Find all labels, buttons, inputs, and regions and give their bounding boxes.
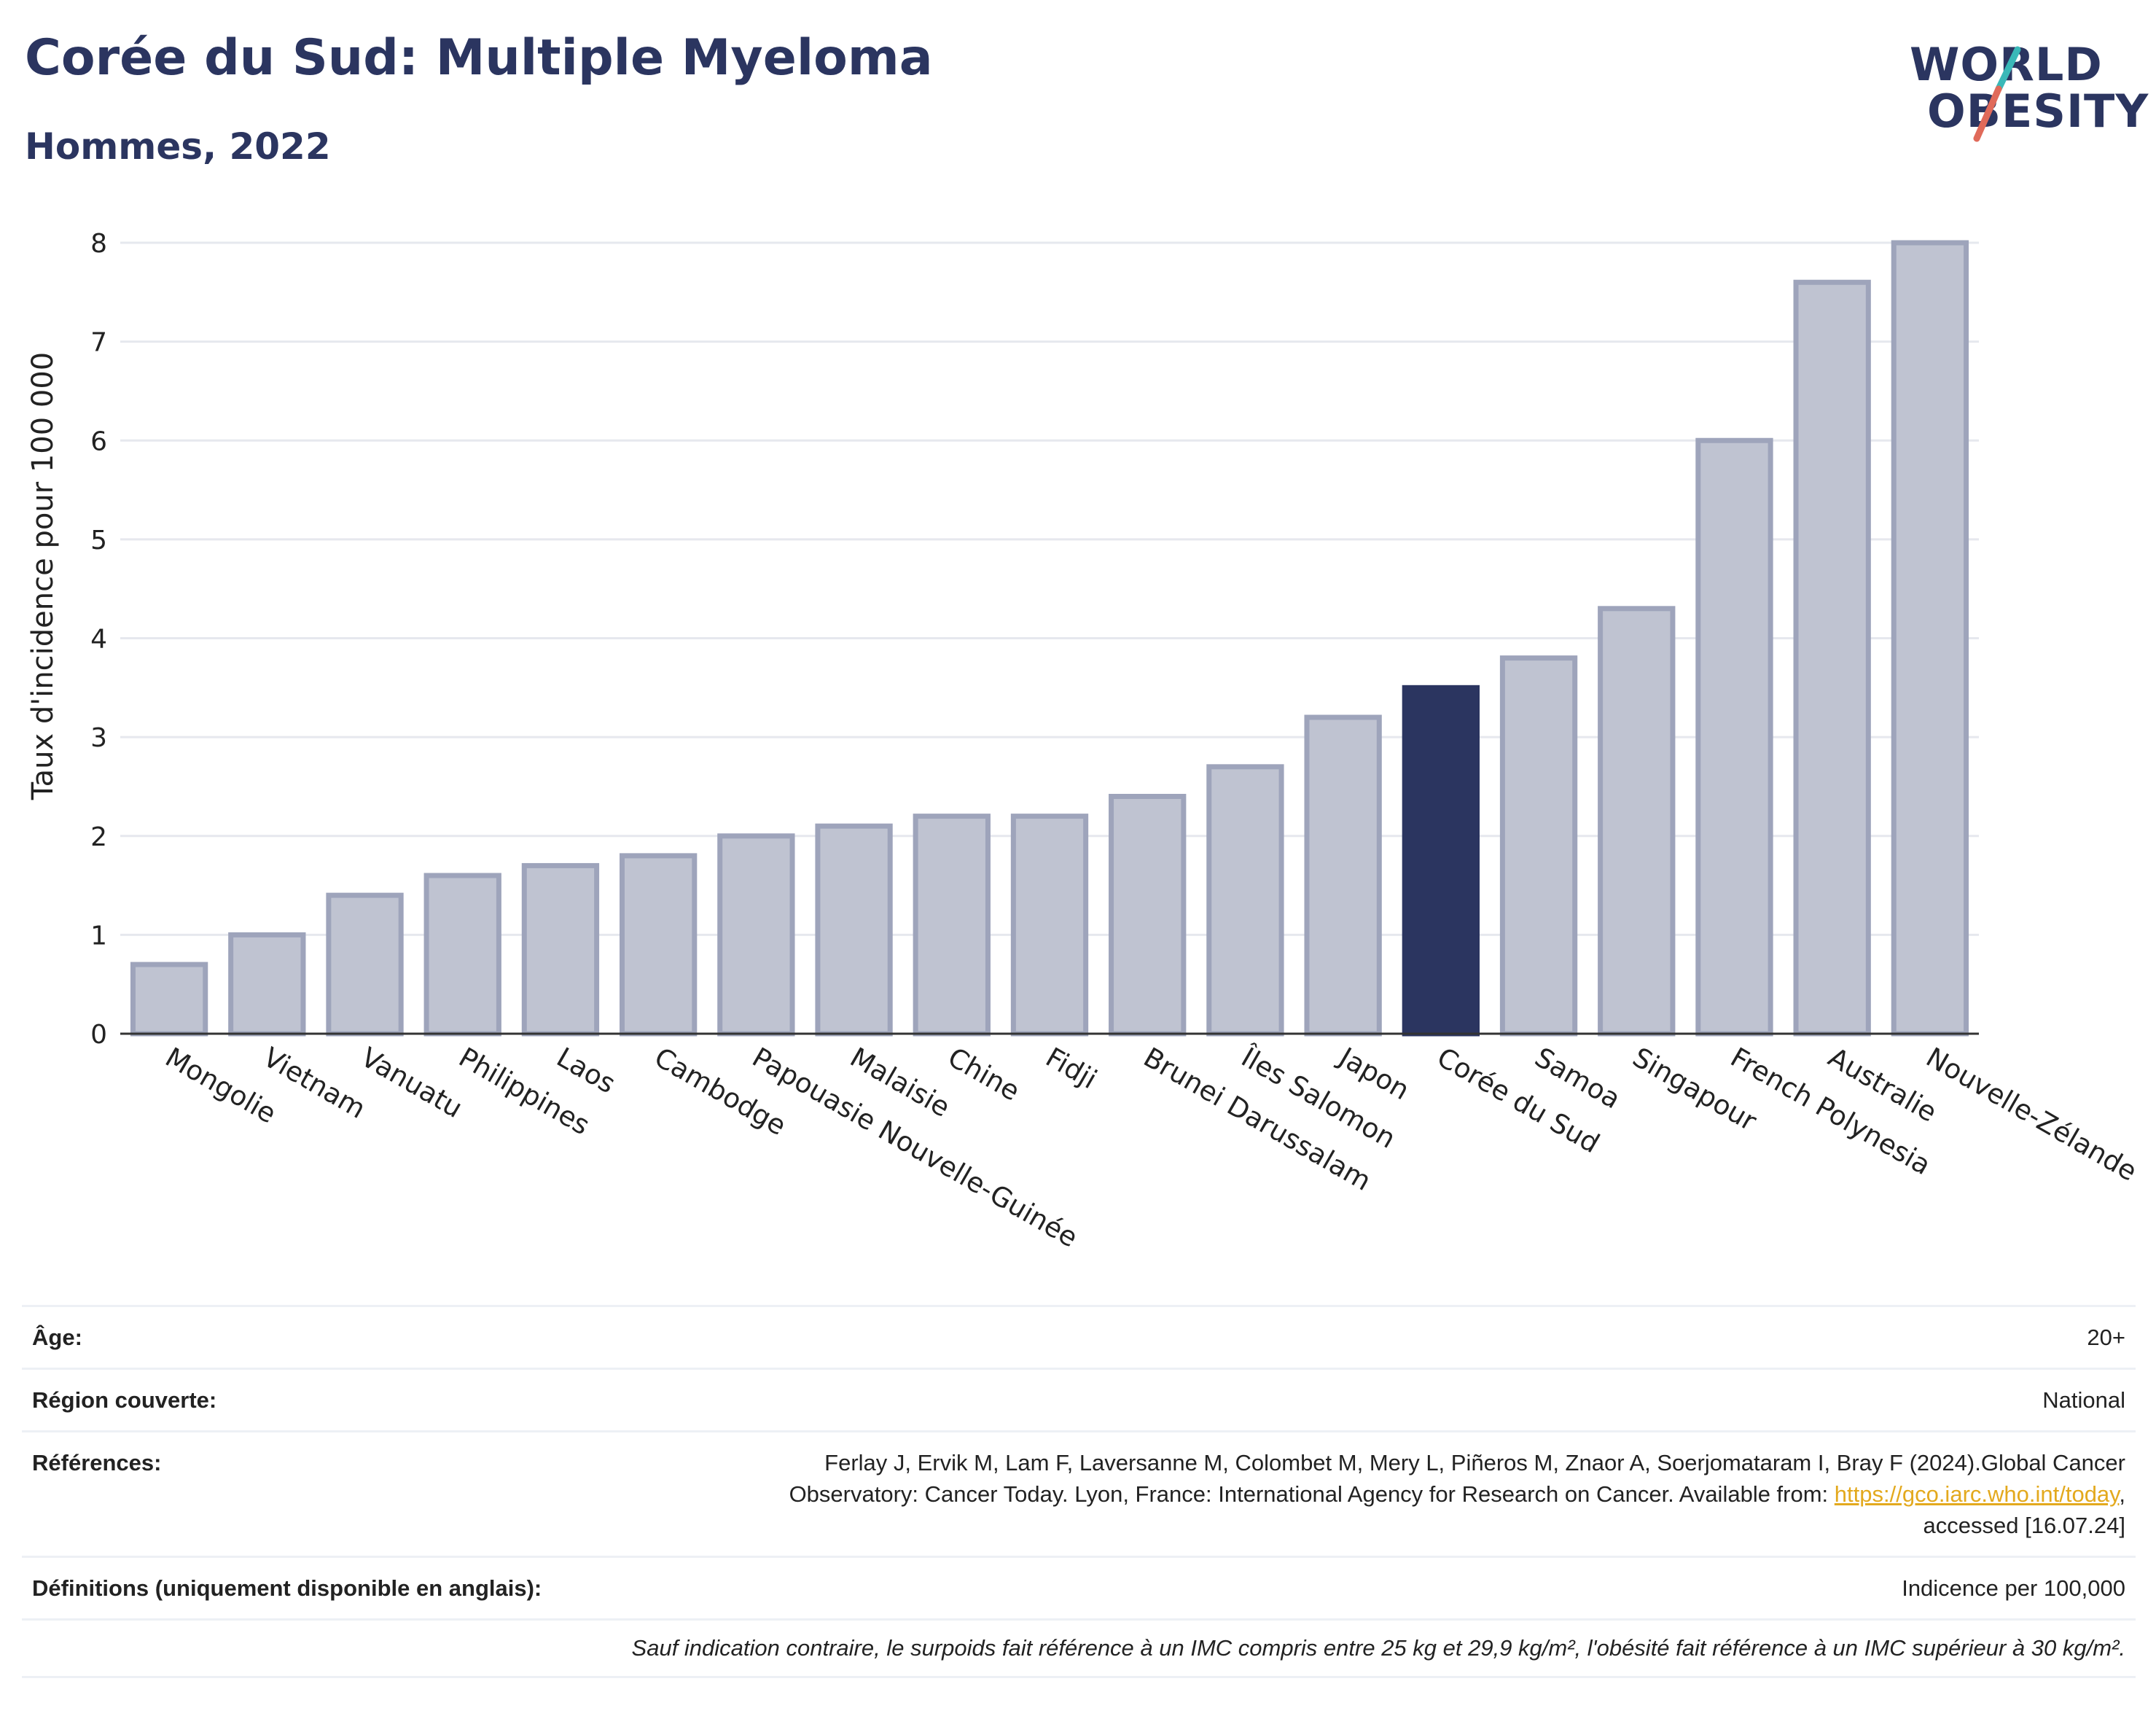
bar-Chine [913, 814, 991, 1037]
references-line-2-text: Observatory: Cancer Today. Lyon, France:… [789, 1481, 1829, 1507]
bar-French Polynesia [1695, 437, 1773, 1037]
references-link[interactable]: https://gco.iarc.who.int/today [1834, 1481, 2120, 1507]
row-note: Sauf indication contraire, le surpoids f… [22, 1618, 2136, 1678]
y-tick-label: 3 [90, 723, 107, 753]
references-line-1: Ferlay J, Ervik M, Lam F, Laversanne M, … [824, 1450, 2125, 1475]
region-label: Région couverte: [32, 1387, 217, 1413]
bar-Vanuatu [326, 892, 404, 1037]
y-tick-label: 7 [90, 328, 107, 358]
bars [130, 240, 1969, 1037]
footnote: Sauf indication contraire, le surpoids f… [631, 1635, 2125, 1661]
world-obesity-logo: WORLD OBESITY [1895, 29, 2148, 153]
row-definitions: Définitions (uniquement disponible en an… [22, 1556, 2136, 1618]
x-tick-label: Fidji [1041, 1042, 1103, 1096]
bar-Malaisie [815, 823, 893, 1037]
references-line-3: accessed [16.07.24] [1923, 1513, 2125, 1538]
definitions-value: Indicence per 100,000 [1902, 1575, 2125, 1601]
bar-Papouasie Nouvelle-Guinée [717, 833, 795, 1037]
bar-Singapour [1598, 606, 1676, 1037]
y-axis-label: Taux d'incidence pour 100 000 [26, 352, 60, 800]
y-tick-label: 5 [90, 526, 107, 555]
x-tick-label: Corée du Sud [1432, 1042, 1604, 1160]
row-age: Âge: 20+ [22, 1305, 2136, 1368]
definitions-label: Définitions (uniquement disponible en an… [32, 1575, 542, 1601]
x-tick-label: Chine [942, 1042, 1025, 1107]
y-tick-label: 1 [90, 921, 107, 951]
chart-subtitle: Hommes, 2022 [25, 125, 331, 168]
bar-Îles Salomon [1206, 764, 1284, 1037]
chart-title: Corée du Sud: Multiple Myeloma [25, 29, 933, 87]
bar-Mongolie [130, 962, 208, 1037]
references-value: Ferlay J, Ervik M, Lam F, Laversanne M, … [542, 1447, 2125, 1541]
age-value: 20+ [2087, 1325, 2125, 1350]
bar-Fidji [1010, 814, 1089, 1037]
x-tick-label: Nouvelle-Zélande [1921, 1042, 2142, 1188]
bar-Japon [1304, 714, 1382, 1037]
references-line-2: Observatory: Cancer Today. Lyon, France:… [789, 1481, 2125, 1507]
logo-word-obesity: OBESITY [1927, 85, 2149, 138]
logo-slash-icon [1973, 46, 2021, 142]
bar-Samoa [1499, 655, 1578, 1037]
y-tick-label: 2 [90, 822, 107, 852]
y-tick-label: 4 [90, 625, 107, 655]
row-references: Références: Ferlay J, Ervik M, Lam F, La… [22, 1430, 2136, 1556]
y-axis-ticks: 0 1 2 3 4 5 6 7 8 [90, 229, 107, 1050]
y-tick-label: 0 [90, 1020, 107, 1050]
bar-Vietnam [228, 932, 306, 1037]
x-tick-label: Mongolie [160, 1042, 282, 1130]
bar-Nouvelle-Zélande [1891, 240, 1969, 1037]
y-tick-label: 8 [90, 229, 107, 259]
bar-Philippines [423, 873, 501, 1037]
info-table: Âge: 20+ Région couverte: National Référ… [22, 1305, 2136, 1678]
bar-Laos [521, 862, 600, 1037]
bar-Cambodge [620, 853, 698, 1037]
references-label: Références: [32, 1450, 162, 1475]
region-value: National [2042, 1387, 2125, 1413]
x-tick-label: Vanuatu [356, 1042, 468, 1125]
bar-Australie [1793, 279, 1871, 1037]
y-tick-label: 6 [90, 426, 107, 456]
x-tick-label: Laos [551, 1042, 620, 1100]
age-label: Âge: [32, 1325, 82, 1350]
bar-Corée du Sud [1402, 685, 1480, 1037]
bar-Brunei Darussalam [1109, 794, 1187, 1037]
bar-chart: 0 1 2 3 4 5 6 7 8 MongolieVietnamVanuatuPhilippi… [26, 229, 2143, 1254]
row-region: Région couverte: National [22, 1368, 2136, 1430]
